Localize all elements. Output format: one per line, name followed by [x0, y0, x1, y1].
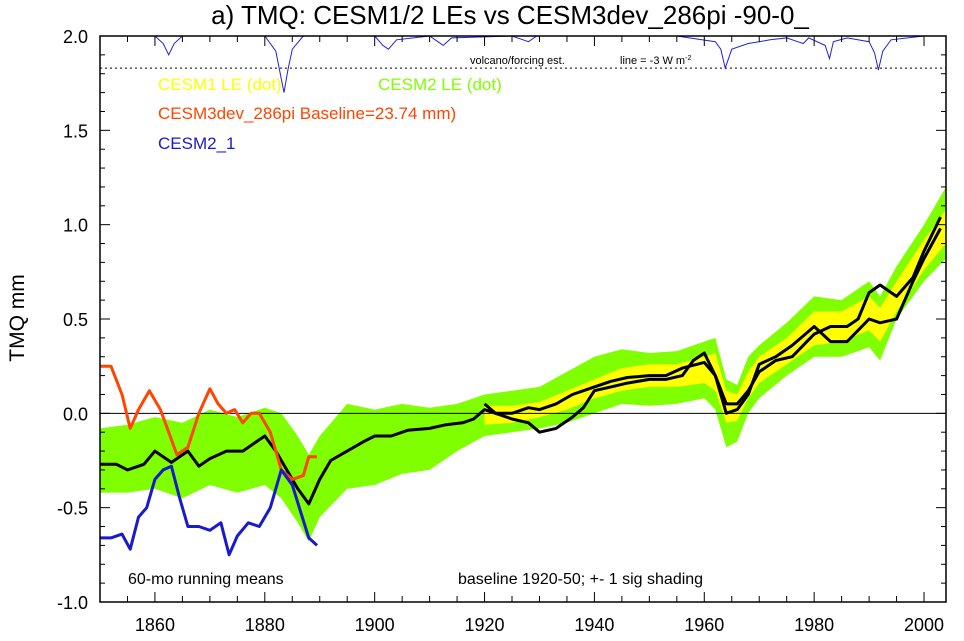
volcano-forcing-line: [100, 36, 946, 93]
baseline-note: baseline 1920-50; +- 1 sig shading: [458, 571, 703, 588]
y-tick-label: 0.0: [63, 404, 88, 424]
series-lines: [100, 36, 946, 557]
y-tick-label: -0.5: [57, 499, 88, 519]
legend: CESM1 LE (dot) CESM2 LE (dot) CESM3dev_2…: [158, 75, 502, 153]
y-tick-label: 1.5: [63, 121, 88, 141]
legend-cesm2-1: CESM2_1: [158, 134, 235, 153]
volcano-scale-text: line = -3 W m: [620, 55, 685, 67]
legend-cesm1: CESM1 LE (dot): [158, 75, 282, 94]
ensemble-mean-line-2: [483, 227, 942, 434]
cesm1-shading-band: [484, 209, 946, 425]
volcano-scale-sup: -2: [685, 55, 691, 62]
y-tick-label: 1.0: [63, 216, 88, 236]
x-tick-label: 1940: [574, 615, 614, 635]
legend-cesm2: CESM2 LE (dot): [378, 75, 502, 94]
x-tick-label: 1920: [465, 615, 505, 635]
chart-title: a) TMQ: CESM1/2 LEs vs CESM3dev_286pi -9…: [211, 0, 809, 30]
x-tick-label: 1880: [245, 615, 285, 635]
y-axis-label: TMQ mm: [6, 274, 29, 361]
x-tick-label: 1900: [355, 615, 395, 635]
x-tick-label: 1960: [684, 615, 724, 635]
legend-cesm3: CESM3dev_286pi Baseline=23.74 mm): [158, 104, 456, 123]
axis-ticks: 1860 1880 1900 1920 1940 1960 1980 2000 2.0 1.5 1.…: [57, 27, 946, 635]
y-tick-label: 2.0: [63, 27, 88, 47]
y-tick-label: -1.0: [57, 593, 88, 613]
cesm2-shading-band: [100, 186, 946, 542]
annotations: volcano/forcing est. line = -3 W m-2 60-…: [128, 55, 703, 588]
plot-area: 1860 1880 1900 1920 1940 1960 1980 2000 2.0 1.5 1.…: [57, 27, 947, 635]
running-means-note: 60-mo running means: [128, 571, 284, 588]
volcano-scale: line = -3 W m-2: [620, 55, 691, 67]
x-tick-label: 1980: [794, 615, 834, 635]
shading-bands: [100, 186, 946, 542]
cesm2-1-line: [100, 464, 319, 557]
x-tick-label: 1860: [135, 615, 175, 635]
volcano-label: volcano/forcing est.: [470, 55, 565, 67]
x-tick-label: 2000: [904, 615, 944, 635]
y-tick-label: 0.5: [63, 310, 88, 330]
